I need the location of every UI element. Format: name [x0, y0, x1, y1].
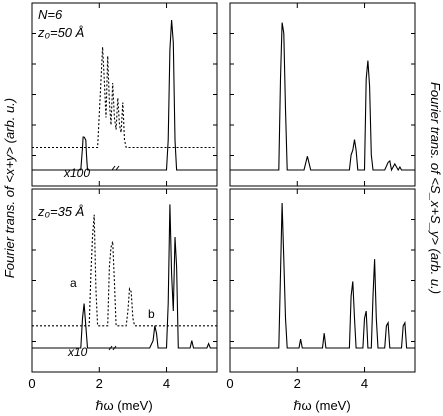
x-tick-label-bottom-left-2: 4 [163, 376, 170, 391]
series-line-bottom-right-0 [230, 202, 415, 349]
x-tick-label-bottom-right-0: 0 [226, 376, 233, 391]
series-line-top-left-1 [32, 46, 217, 149]
y-axis-label-left: Fourier trans. of <x+y> (arb. u.) [2, 98, 17, 278]
y-axis-label-right: Fourier trans. of <S_x+S_y> (arb. u.) [428, 82, 443, 294]
x-axis-label-right: ℏω (meV) [293, 398, 350, 413]
x-tick-label-bottom-left-1: 2 [96, 376, 103, 391]
label-z0-top: z₀=50 Å [37, 25, 84, 40]
label-n: N=6 [38, 7, 63, 22]
label-scale-bottom: x10 [67, 345, 88, 359]
label-z0-bottom: z₀=35 Å [37, 204, 84, 219]
x-tick-label-bottom-left-0: 0 [28, 376, 35, 391]
label-scale-top: x100 [63, 166, 90, 180]
x-tick-label-bottom-right-2: 4 [361, 376, 368, 391]
series-line-bottom-left-1 [32, 214, 217, 327]
x-axis-label-left: ℏω (meV) [95, 398, 152, 413]
series-line-top-right-0 [230, 22, 415, 172]
x-tick-label-bottom-right-1: 2 [294, 376, 301, 391]
label-peak-b: b [148, 307, 155, 321]
axis-break-bottom [108, 345, 117, 351]
label-peak-a: a [70, 276, 77, 290]
panel-frame-top-right [229, 2, 416, 187]
series-line-bottom-left-0 [32, 204, 217, 349]
axis-break-top [111, 165, 120, 171]
